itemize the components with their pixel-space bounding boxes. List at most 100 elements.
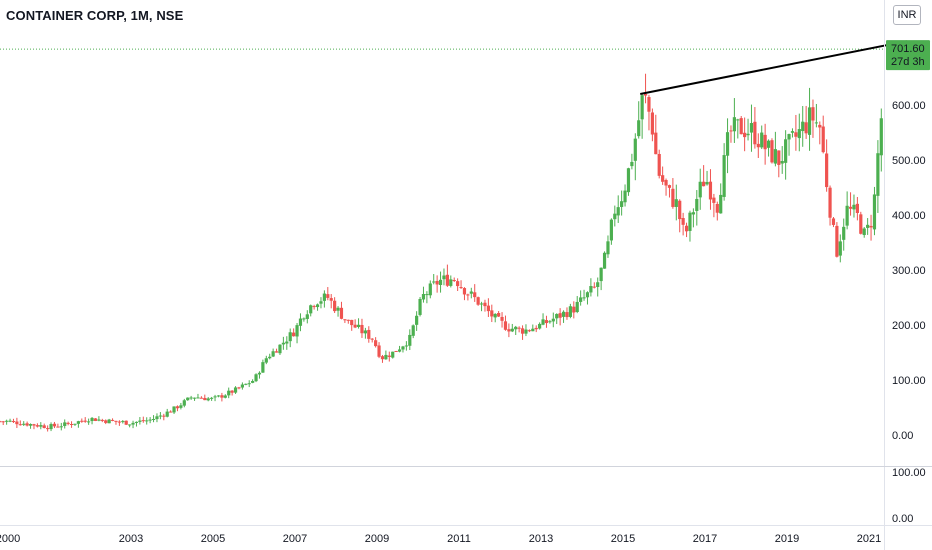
candle-up: [285, 336, 289, 350]
candle-up: [575, 296, 579, 314]
candle-up: [131, 420, 135, 429]
candle-up: [8, 418, 12, 423]
candle-up: [531, 324, 535, 332]
candle-down: [11, 418, 16, 424]
candle-up: [227, 387, 231, 399]
candle-up: [640, 93, 644, 139]
candlestick-series: [0, 73, 883, 432]
time-axis-tick: 2021: [857, 533, 881, 545]
candle-up: [268, 353, 272, 360]
candle-down: [52, 421, 57, 429]
candle-up: [254, 373, 258, 383]
candle-up: [760, 125, 764, 150]
candle-down: [117, 420, 121, 426]
candle-up: [862, 227, 866, 238]
candle-down: [667, 184, 672, 198]
candle-up: [182, 398, 186, 408]
candle-up: [479, 301, 484, 312]
candle-up: [107, 418, 111, 424]
candle-down: [715, 201, 719, 221]
candle-up: [814, 103, 818, 128]
candle-down: [394, 350, 398, 352]
time-axis-tick: 2015: [611, 533, 635, 545]
candle-up: [281, 336, 285, 350]
candle-down: [199, 396, 203, 399]
candle-up: [408, 329, 412, 351]
candle-up: [189, 395, 193, 400]
volume-axis-tick: 100.00: [892, 467, 926, 479]
candle-down: [534, 325, 538, 333]
candle-up: [336, 306, 340, 317]
candle-down: [657, 149, 661, 179]
trendline[interactable]: [640, 40, 907, 95]
candle-up: [469, 287, 473, 299]
candle-up: [524, 324, 528, 337]
candle-up: [415, 311, 419, 331]
candle-down: [650, 108, 654, 142]
candle-up: [384, 350, 388, 360]
candle-up: [261, 359, 265, 373]
candle-up: [39, 422, 43, 430]
candle-down: [664, 178, 668, 196]
candle-down: [753, 107, 757, 149]
candle-up: [620, 190, 624, 216]
candle-down: [370, 338, 374, 343]
candle-up: [514, 325, 518, 336]
time-axis-tick: 2000: [0, 533, 20, 545]
candle-up: [59, 422, 63, 431]
candle-down: [490, 304, 494, 323]
candle-up: [128, 424, 132, 428]
candle-up: [28, 423, 33, 429]
candle-down: [770, 138, 774, 164]
candle-up: [746, 118, 750, 141]
candle-up: [121, 420, 125, 424]
candle-up: [510, 323, 514, 333]
currency-button[interactable]: INR: [893, 5, 921, 25]
candle-down: [104, 419, 108, 425]
candle-down: [1, 420, 5, 426]
candle-down: [374, 337, 378, 348]
candle-down: [671, 178, 675, 209]
candle-up: [538, 322, 542, 330]
candle-down: [825, 139, 829, 192]
time-axis[interactable]: 2000 2003 2005 2007 2009 2011 2013 2015 2017 2019…: [0, 533, 881, 545]
candle-up: [196, 393, 200, 399]
candle-down: [15, 417, 19, 428]
candle-down: [169, 410, 173, 413]
candle-up: [626, 167, 631, 196]
candle-up: [87, 418, 91, 425]
candle-up: [322, 290, 326, 308]
time-axis-tick: 2005: [201, 533, 225, 545]
candle-down: [360, 318, 364, 338]
candle-up: [192, 397, 197, 401]
candle-up: [633, 133, 637, 181]
candle-down: [739, 115, 743, 135]
candle-down: [466, 293, 470, 301]
volume-pane-axis: 100.00 0.00: [892, 467, 926, 525]
candle-up: [551, 312, 555, 328]
candle-up: [630, 153, 634, 170]
candle-down: [828, 185, 832, 226]
candle-up: [186, 397, 190, 401]
price-axis-tick: 100.00: [892, 375, 926, 387]
price-axis[interactable]: 0.00 100.00 200.00 300.00 400.00 500.00 600.00: [892, 100, 926, 442]
candle-up: [432, 274, 436, 285]
candle-up: [548, 319, 552, 324]
candle-down: [456, 278, 460, 292]
candle-down: [346, 319, 350, 324]
candle-down: [818, 121, 822, 145]
candle-up: [797, 113, 801, 152]
time-axis-tick: 2009: [365, 533, 389, 545]
candle-down: [517, 326, 521, 333]
candle-down: [292, 328, 296, 337]
candle-up: [155, 413, 159, 423]
candle-up: [613, 205, 617, 227]
price-axis-tick: 400.00: [892, 210, 926, 222]
candle-up: [736, 118, 740, 139]
trendline-layer[interactable]: [640, 40, 907, 95]
candle-down: [42, 423, 46, 429]
candle-up: [589, 278, 593, 297]
candle-up: [674, 184, 678, 221]
